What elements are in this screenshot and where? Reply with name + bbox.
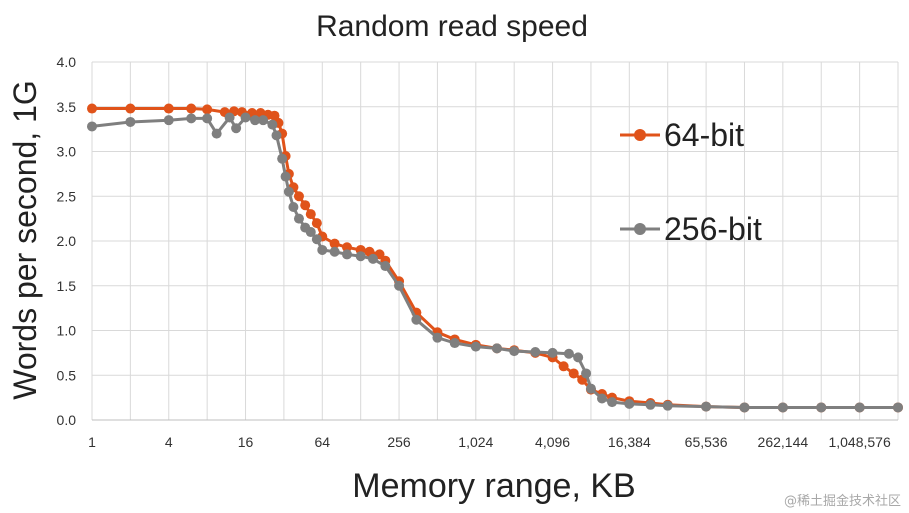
data-point-256-bit bbox=[739, 402, 750, 413]
x-tick-label: 1 bbox=[88, 434, 96, 450]
legend-marker-256-bit bbox=[634, 223, 646, 235]
data-point-256-bit bbox=[368, 253, 379, 264]
series-line-256-bit bbox=[91, 116, 898, 409]
data-point-64-bit bbox=[125, 103, 136, 114]
data-point-256-bit bbox=[816, 402, 827, 413]
data-point-256-bit bbox=[470, 341, 481, 352]
data-point-256-bit bbox=[411, 314, 422, 325]
data-point-256-bit bbox=[607, 397, 618, 408]
data-point-256-bit bbox=[224, 112, 235, 123]
data-point-256-bit bbox=[662, 400, 673, 411]
data-point-64-bit bbox=[163, 103, 174, 114]
data-point-256-bit bbox=[777, 402, 788, 413]
data-point-256-bit bbox=[432, 332, 443, 343]
x-tick-label: 1,048,576 bbox=[828, 434, 890, 450]
data-point-256-bit bbox=[240, 112, 251, 123]
y-axis-ticks: 0.0 0.5 1.0 1.5 2.0 2.5 3.0 3.5 4.0 bbox=[57, 54, 77, 428]
data-point-256-bit bbox=[563, 348, 574, 359]
data-point-256-bit bbox=[355, 251, 366, 262]
data-point-256-bit bbox=[87, 121, 97, 132]
chart-title: Random read speed bbox=[316, 10, 588, 43]
data-point-64-bit bbox=[568, 368, 579, 379]
data-point-256-bit bbox=[573, 352, 584, 363]
x-tick-label: 65,536 bbox=[685, 434, 728, 450]
x-tick-label: 262,144 bbox=[758, 434, 809, 450]
data-point-256-bit bbox=[280, 171, 291, 182]
legend-marker-64-bit bbox=[634, 129, 646, 141]
data-point-256-bit bbox=[267, 119, 278, 130]
data-point-256-bit bbox=[317, 244, 328, 255]
data-point-64-bit bbox=[87, 103, 97, 114]
data-point-256-bit bbox=[530, 346, 541, 357]
legend-label-256-bit: 256-bit bbox=[664, 211, 762, 247]
data-point-256-bit bbox=[585, 383, 596, 394]
x-tick-label: 16 bbox=[238, 434, 254, 450]
y-tick-label: 3.5 bbox=[57, 99, 77, 115]
x-tick-label: 256 bbox=[387, 434, 411, 450]
y-tick-label: 2.0 bbox=[57, 233, 77, 249]
data-point-256-bit bbox=[380, 261, 391, 272]
y-tick-label: 3.0 bbox=[57, 144, 77, 160]
data-point-64-bit bbox=[558, 361, 569, 372]
data-point-256-bit bbox=[211, 128, 222, 139]
data-point-256-bit bbox=[288, 201, 299, 212]
grid-lines bbox=[91, 61, 899, 421]
data-point-64-bit bbox=[186, 103, 197, 114]
data-point-64-bit bbox=[305, 209, 316, 220]
data-point-256-bit bbox=[283, 186, 294, 197]
y-tick-label: 2.5 bbox=[57, 188, 77, 204]
data-point-256-bit bbox=[186, 113, 197, 124]
data-point-256-bit bbox=[293, 213, 304, 224]
data-point-256-bit bbox=[271, 130, 282, 141]
x-tick-label: 4,096 bbox=[535, 434, 570, 450]
data-point-256-bit bbox=[547, 347, 558, 358]
x-axis-label: Memory range, KB bbox=[352, 467, 635, 505]
series-layer bbox=[87, 103, 903, 413]
data-point-256-bit bbox=[509, 346, 520, 357]
y-axis-label: Words per second, 1G bbox=[7, 80, 43, 400]
y-tick-label: 0.5 bbox=[57, 367, 77, 383]
data-point-256-bit bbox=[163, 115, 174, 126]
x-tick-label: 1,024 bbox=[458, 434, 493, 450]
series-line-64-bit bbox=[92, 107, 898, 409]
data-point-256-bit bbox=[231, 123, 242, 134]
data-point-64-bit bbox=[311, 218, 322, 229]
y-tick-label: 1.0 bbox=[57, 323, 77, 339]
data-point-64-bit bbox=[329, 238, 340, 249]
legend: 64-bit 256-bit bbox=[620, 117, 762, 247]
data-point-256-bit bbox=[893, 402, 903, 413]
y-tick-label: 4.0 bbox=[57, 54, 77, 70]
data-point-256-bit bbox=[258, 115, 269, 126]
data-point-64-bit bbox=[293, 191, 304, 202]
data-point-256-bit bbox=[596, 393, 607, 404]
x-axis-ticks: 1 4 16 64 256 1,024 4,096 16,384 65,536 262,144 1,… bbox=[88, 434, 891, 450]
y-tick-label: 0.0 bbox=[57, 412, 77, 428]
data-point-256-bit bbox=[329, 246, 340, 257]
data-point-256-bit bbox=[277, 153, 288, 164]
data-point-256-bit bbox=[701, 401, 712, 412]
data-point-64-bit bbox=[202, 104, 213, 115]
x-tick-label: 4 bbox=[165, 434, 173, 450]
data-point-256-bit bbox=[624, 398, 635, 409]
data-point-256-bit bbox=[449, 338, 460, 349]
x-tick-label: 64 bbox=[314, 434, 330, 450]
data-point-256-bit bbox=[394, 280, 405, 291]
data-point-256-bit bbox=[305, 227, 316, 238]
data-point-256-bit bbox=[341, 249, 352, 260]
data-point-256-bit bbox=[581, 368, 592, 379]
data-point-64-bit bbox=[341, 242, 352, 253]
data-point-256-bit bbox=[202, 113, 213, 124]
y-tick-label: 1.5 bbox=[57, 278, 77, 294]
data-point-256-bit bbox=[125, 116, 136, 127]
data-point-256-bit bbox=[854, 402, 865, 413]
data-point-256-bit bbox=[491, 343, 502, 354]
x-tick-label: 16,384 bbox=[608, 434, 651, 450]
data-point-256-bit bbox=[250, 115, 261, 126]
data-point-256-bit bbox=[645, 399, 656, 410]
data-point-256-bit bbox=[311, 234, 322, 245]
legend-label-64-bit: 64-bit bbox=[664, 117, 744, 153]
data-point-64-bit bbox=[300, 200, 311, 211]
watermark: @稀土掘金技术社区 bbox=[783, 494, 901, 509]
